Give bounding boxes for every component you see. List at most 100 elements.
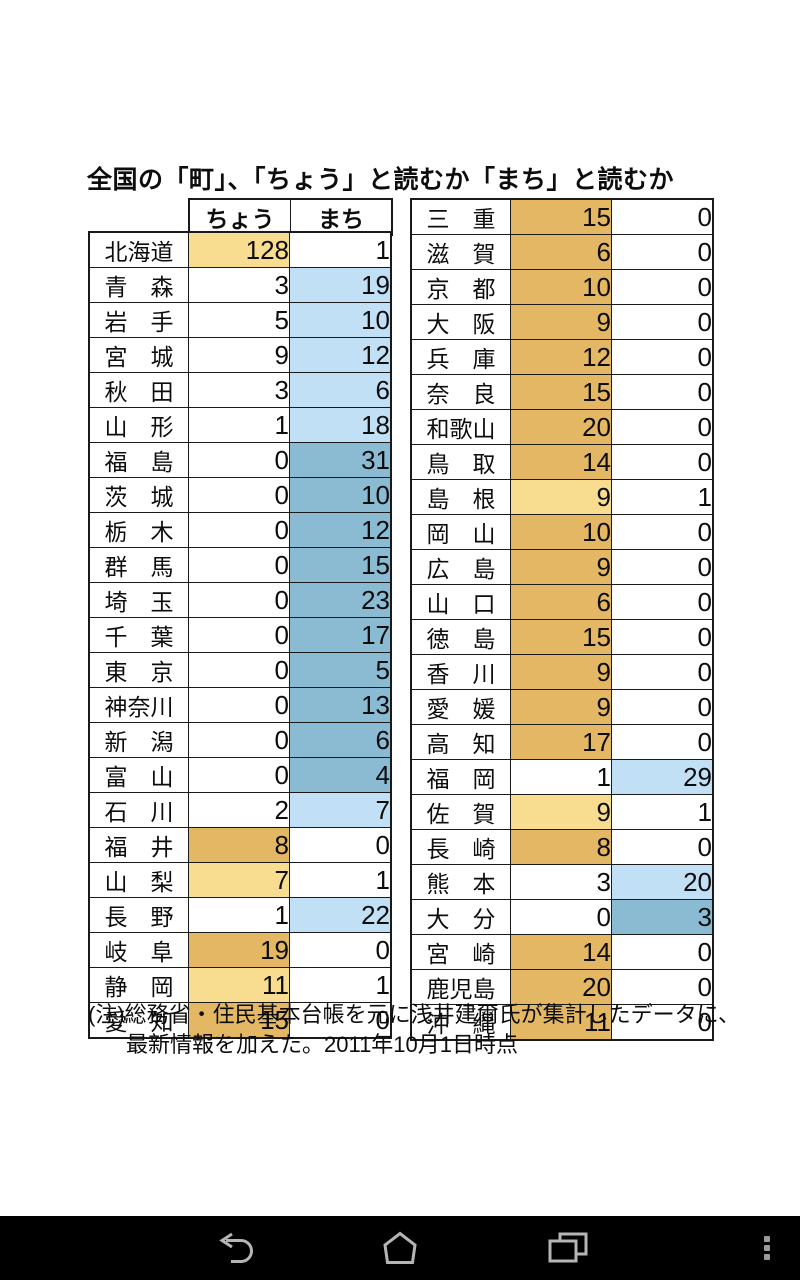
chou-value-cell: 0 bbox=[188, 477, 290, 513]
pref-name-cell: 福 岡 bbox=[410, 759, 511, 795]
table-row: 茨 城 0 10 bbox=[88, 477, 392, 513]
machi-value-cell: 1 bbox=[289, 967, 392, 1003]
pref-name-cell: 秋 田 bbox=[88, 372, 189, 408]
table-row: 静 岡 11 1 bbox=[88, 967, 392, 1003]
chou-value-cell: 0 bbox=[510, 899, 612, 935]
machi-value-cell: 0 bbox=[289, 932, 392, 968]
footnote-line-2: 最新情報を加えた。2011年10月1日時点 bbox=[126, 1032, 519, 1057]
pref-name-cell: 兵 庫 bbox=[410, 339, 511, 375]
table-row: 高 知 17 0 bbox=[410, 724, 714, 760]
pref-name-cell: 石 川 bbox=[88, 792, 189, 828]
chou-value-cell: 7 bbox=[188, 862, 290, 898]
machi-value-cell: 5 bbox=[289, 652, 392, 688]
table-row: 群 馬 0 15 bbox=[88, 547, 392, 583]
chou-value-cell: 3 bbox=[510, 864, 612, 900]
machi-value-cell: 0 bbox=[611, 969, 714, 1005]
pref-name-cell: 岡 山 bbox=[410, 514, 511, 550]
back-button[interactable] bbox=[205, 1216, 265, 1280]
pref-name-cell: 愛 媛 bbox=[410, 689, 511, 725]
table-row: 神奈川 0 13 bbox=[88, 687, 392, 723]
machi-value-cell: 0 bbox=[611, 584, 714, 620]
chou-value-cell: 0 bbox=[188, 652, 290, 688]
header-row: ちょう まち bbox=[188, 198, 393, 236]
machi-value-cell: 0 bbox=[611, 374, 714, 410]
pref-name-cell: 富 山 bbox=[88, 757, 189, 793]
pref-name-cell: 島 根 bbox=[410, 479, 511, 515]
table-row: 奈 良 15 0 bbox=[410, 374, 714, 410]
machi-value-cell: 0 bbox=[289, 827, 392, 863]
pref-name-cell: 佐 賀 bbox=[410, 794, 511, 830]
machi-value-cell: 18 bbox=[289, 407, 392, 443]
machi-value-cell: 23 bbox=[289, 582, 392, 618]
machi-value-cell: 12 bbox=[289, 337, 392, 373]
pref-name-cell: 東 京 bbox=[88, 652, 189, 688]
chou-value-cell: 1 bbox=[188, 407, 290, 443]
table-row: 長 野 1 22 bbox=[88, 897, 392, 933]
machi-value-cell: 10 bbox=[289, 477, 392, 513]
machi-value-cell: 0 bbox=[611, 514, 714, 550]
recents-button[interactable] bbox=[538, 1216, 598, 1280]
pref-name-cell: 山 梨 bbox=[88, 862, 189, 898]
chou-value-cell: 6 bbox=[510, 234, 612, 270]
machi-value-cell: 13 bbox=[289, 687, 392, 723]
chou-value-cell: 5 bbox=[188, 302, 290, 338]
machi-value-cell: 0 bbox=[611, 549, 714, 585]
chou-value-cell: 0 bbox=[188, 722, 290, 758]
chou-value-cell: 0 bbox=[188, 687, 290, 723]
chou-value-cell: 19 bbox=[188, 932, 290, 968]
machi-value-cell: 1 bbox=[289, 231, 392, 268]
pref-name-cell: 大 阪 bbox=[410, 304, 511, 340]
chou-value-cell: 9 bbox=[188, 337, 290, 373]
pref-name-cell: 栃 木 bbox=[88, 512, 189, 548]
recents-icon bbox=[548, 1232, 588, 1263]
pref-name-cell: 静 岡 bbox=[88, 967, 189, 1003]
pref-name-cell: 北海道 bbox=[88, 231, 189, 268]
chou-value-cell: 10 bbox=[510, 514, 612, 550]
back-icon bbox=[219, 1232, 253, 1263]
home-icon bbox=[383, 1231, 417, 1264]
machi-value-cell: 4 bbox=[289, 757, 392, 793]
chou-value-cell: 12 bbox=[510, 339, 612, 375]
chou-value-cell: 2 bbox=[188, 792, 290, 828]
machi-value-cell: 0 bbox=[611, 654, 714, 690]
table-row: 沖 縄 11 0 bbox=[410, 1004, 714, 1041]
table-row: 三 重 15 0 bbox=[410, 198, 714, 235]
chou-value-cell: 9 bbox=[510, 549, 612, 585]
machi-value-cell: 0 bbox=[611, 304, 714, 340]
chou-value-cell: 10 bbox=[510, 269, 612, 305]
machi-value-cell: 15 bbox=[289, 547, 392, 583]
machi-value-cell: 17 bbox=[289, 617, 392, 653]
table-row: 岐 阜 19 0 bbox=[88, 932, 392, 968]
overflow-dots-icon bbox=[764, 1233, 770, 1263]
chou-value-cell: 6 bbox=[510, 584, 612, 620]
table-row: 埼 玉 0 23 bbox=[88, 582, 392, 618]
chou-value-cell: 0 bbox=[188, 582, 290, 618]
chou-value-cell: 20 bbox=[510, 409, 612, 445]
overflow-menu-button[interactable] bbox=[752, 1216, 782, 1280]
chou-value-cell: 9 bbox=[510, 654, 612, 690]
pref-name-cell: 滋 賀 bbox=[410, 234, 511, 270]
android-navigation-bar bbox=[0, 1216, 800, 1280]
machi-value-cell: 12 bbox=[289, 512, 392, 548]
chou-value-cell: 3 bbox=[188, 372, 290, 408]
home-button[interactable] bbox=[370, 1216, 430, 1280]
chou-value-cell: 0 bbox=[188, 512, 290, 548]
table-row: 徳 島 15 0 bbox=[410, 619, 714, 655]
pref-name-cell: 鳥 取 bbox=[410, 444, 511, 480]
pref-name-cell: 大 分 bbox=[410, 899, 511, 935]
pref-name-cell: 愛 知 bbox=[88, 1002, 189, 1039]
machi-value-cell: 0 bbox=[611, 724, 714, 760]
machi-value-cell: 0 bbox=[611, 198, 714, 235]
machi-value-cell: 0 bbox=[611, 339, 714, 375]
pref-name-cell: 山 口 bbox=[410, 584, 511, 620]
machi-value-cell: 6 bbox=[289, 722, 392, 758]
pref-name-cell: 宮 崎 bbox=[410, 934, 511, 970]
machi-value-cell: 3 bbox=[611, 899, 714, 935]
pref-name-cell: 青 森 bbox=[88, 267, 189, 303]
